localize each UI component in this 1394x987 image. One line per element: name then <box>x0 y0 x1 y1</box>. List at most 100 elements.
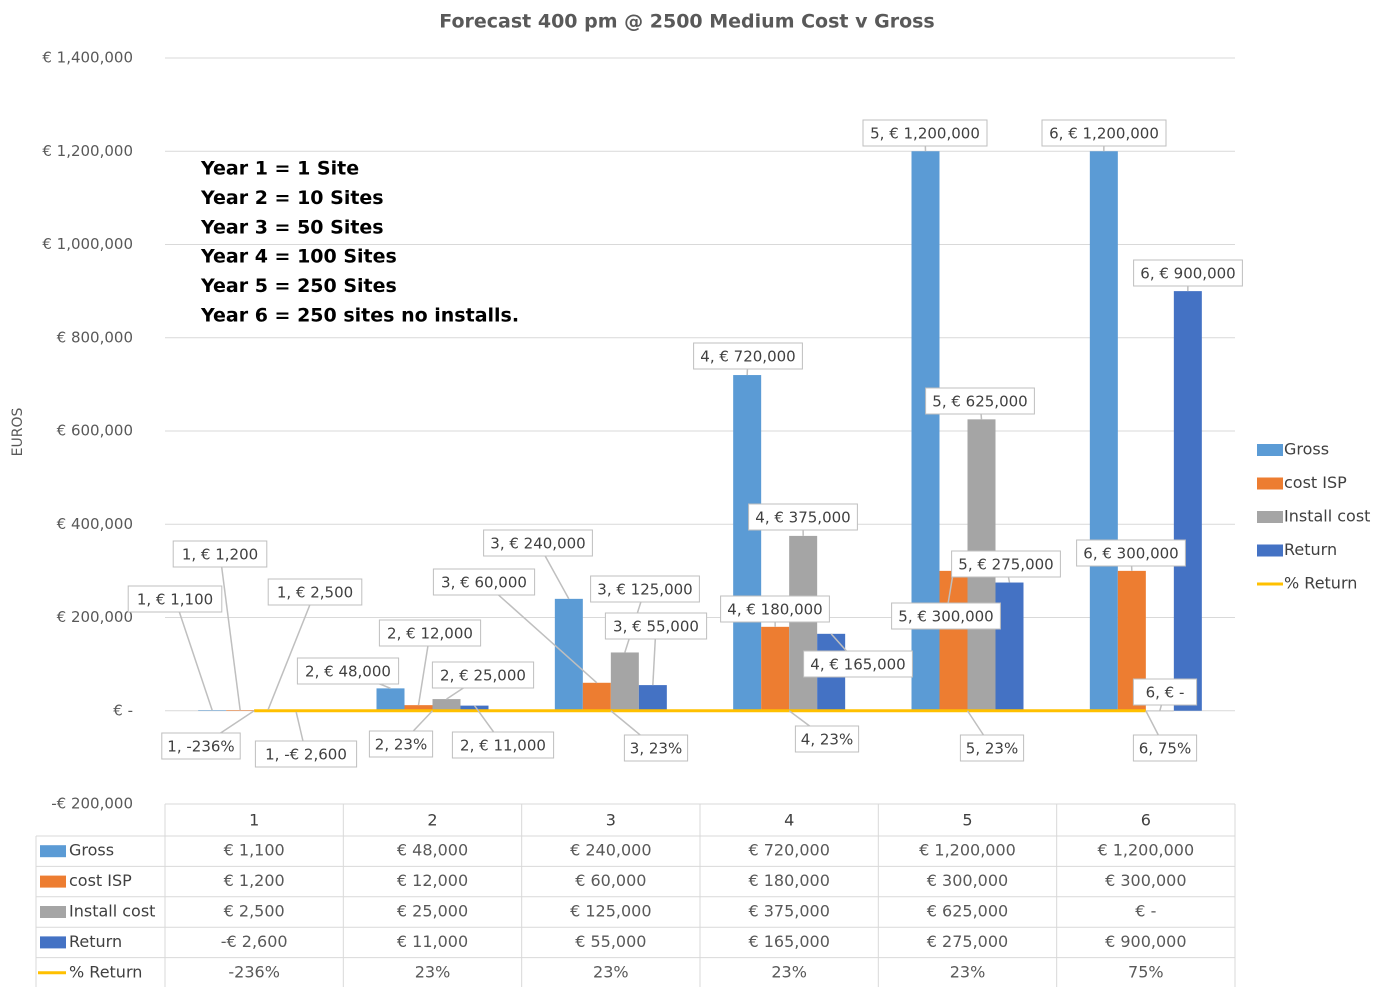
data-label: 1, -236% <box>167 738 234 756</box>
label-box <box>1132 678 1198 706</box>
label-box <box>590 575 700 603</box>
data-label: 5, € 625,000 <box>932 393 1027 411</box>
label-box <box>368 730 434 758</box>
y-tick-label: € 1,200,000 <box>42 142 133 160</box>
y-tick-label: € 1,400,000 <box>42 49 133 67</box>
annotation: Year 4 = 100 Sites <box>200 246 397 268</box>
legend-label: Return <box>1284 540 1337 559</box>
table-cell: 75% <box>1128 962 1164 981</box>
table-cell: € 48,000 <box>397 841 468 860</box>
leader-line <box>267 591 316 710</box>
bar <box>432 699 461 711</box>
annotation: Year 5 = 250 Sites <box>200 275 397 297</box>
legend-key <box>1257 444 1283 456</box>
legend-key <box>1257 511 1283 523</box>
chart-title: Forecast 400 pm @ 2500 Medium Cost v Gro… <box>439 11 935 33</box>
annotation: Year 3 = 50 Sites <box>200 216 384 238</box>
x-tick-label: 3 <box>606 811 616 830</box>
bar <box>376 688 405 711</box>
label-box <box>267 578 363 606</box>
data-label: 6, € 900,000 <box>1140 265 1235 283</box>
label-box <box>483 529 593 557</box>
x-tick-label: 5 <box>962 811 972 830</box>
table-cell: € 720,000 <box>748 841 829 860</box>
table-cell: € 2,500 <box>224 902 285 921</box>
label-box <box>693 342 803 370</box>
bar <box>638 685 667 711</box>
label-box <box>254 740 358 768</box>
data-label: 1, € 1,100 <box>137 591 213 609</box>
data-label: 3, € 55,000 <box>613 618 699 636</box>
leader-line <box>219 553 241 711</box>
label-box <box>432 568 536 596</box>
bar <box>198 710 227 711</box>
data-label: 3, € 125,000 <box>597 581 692 599</box>
data-label: 3, € 60,000 <box>441 574 527 592</box>
label-box <box>1041 119 1167 147</box>
bar <box>226 710 255 711</box>
legend-label: Install cost <box>1284 507 1370 526</box>
bar <box>761 626 790 711</box>
table-cell: € 1,200 <box>224 871 285 890</box>
table-cell: -€ 2,600 <box>221 932 288 951</box>
table-cell: 23% <box>593 962 629 981</box>
leader-line <box>174 598 213 711</box>
legend-label: % Return <box>1284 574 1357 593</box>
label-box <box>172 540 268 568</box>
label-box <box>431 661 535 689</box>
annotation: Year 6 = 250 sites no installs. <box>200 305 519 327</box>
bar <box>1145 710 1174 712</box>
bar <box>1173 291 1202 711</box>
y-tick-label: € 800,000 <box>57 328 133 346</box>
data-label: 4, 23% <box>801 731 853 749</box>
label-box <box>296 657 400 685</box>
label-box <box>803 650 913 678</box>
table-cell: € 300,000 <box>927 871 1008 890</box>
label-box <box>925 387 1035 415</box>
table-cell: 23% <box>771 962 807 981</box>
data-label: 1, -€ 2,600 <box>265 746 347 764</box>
label-box <box>161 732 241 760</box>
bar <box>789 535 818 711</box>
x-tick-label: 6 <box>1141 811 1151 830</box>
bar <box>733 375 762 711</box>
data-label: 2, € 11,000 <box>460 737 546 755</box>
label-box <box>794 725 860 753</box>
label-box <box>604 612 708 640</box>
table-cell: € 240,000 <box>570 841 651 860</box>
data-label: 6, € 300,000 <box>1083 545 1178 563</box>
table-cell: € 275,000 <box>927 932 1008 951</box>
bar <box>1089 151 1118 711</box>
data-label: 6, 75% <box>1139 740 1191 758</box>
data-label: 5, 23% <box>966 740 1018 758</box>
table-key <box>40 936 66 949</box>
table-cell: € 1,200,000 <box>919 841 1016 860</box>
legend-key <box>1257 477 1283 490</box>
table-cell: € 1,100 <box>224 841 285 860</box>
label-box <box>720 595 830 623</box>
label-box <box>378 619 482 647</box>
label-box <box>127 585 223 613</box>
data-label: 6, € 1,200,000 <box>1049 125 1159 143</box>
data-label: 5, € 1,200,000 <box>870 125 980 143</box>
leader-line <box>483 581 598 684</box>
table-cell: € 625,000 <box>927 902 1008 921</box>
table-cell: € 60,000 <box>575 871 646 890</box>
bar <box>404 705 433 711</box>
legend-key <box>1257 544 1283 557</box>
annotation: Year 2 = 10 Sites <box>200 187 384 209</box>
label-box <box>1133 259 1243 287</box>
label-box <box>959 734 1025 762</box>
data-label: 2, € 48,000 <box>305 663 391 681</box>
table-cell: € 375,000 <box>748 902 829 921</box>
bar <box>582 682 611 711</box>
data-label: 6, € - <box>1146 684 1185 702</box>
y-tick-label: -€ 200,000 <box>51 795 133 813</box>
table-row-label: % Return <box>69 962 142 981</box>
data-label: 1, € 2,500 <box>277 584 353 602</box>
data-label: 4, € 165,000 <box>810 656 905 674</box>
y-tick-label: € 600,000 <box>57 422 133 440</box>
table-cell: € 55,000 <box>575 932 646 951</box>
table-cell: -236% <box>228 962 280 981</box>
x-tick-label: 4 <box>784 811 794 830</box>
